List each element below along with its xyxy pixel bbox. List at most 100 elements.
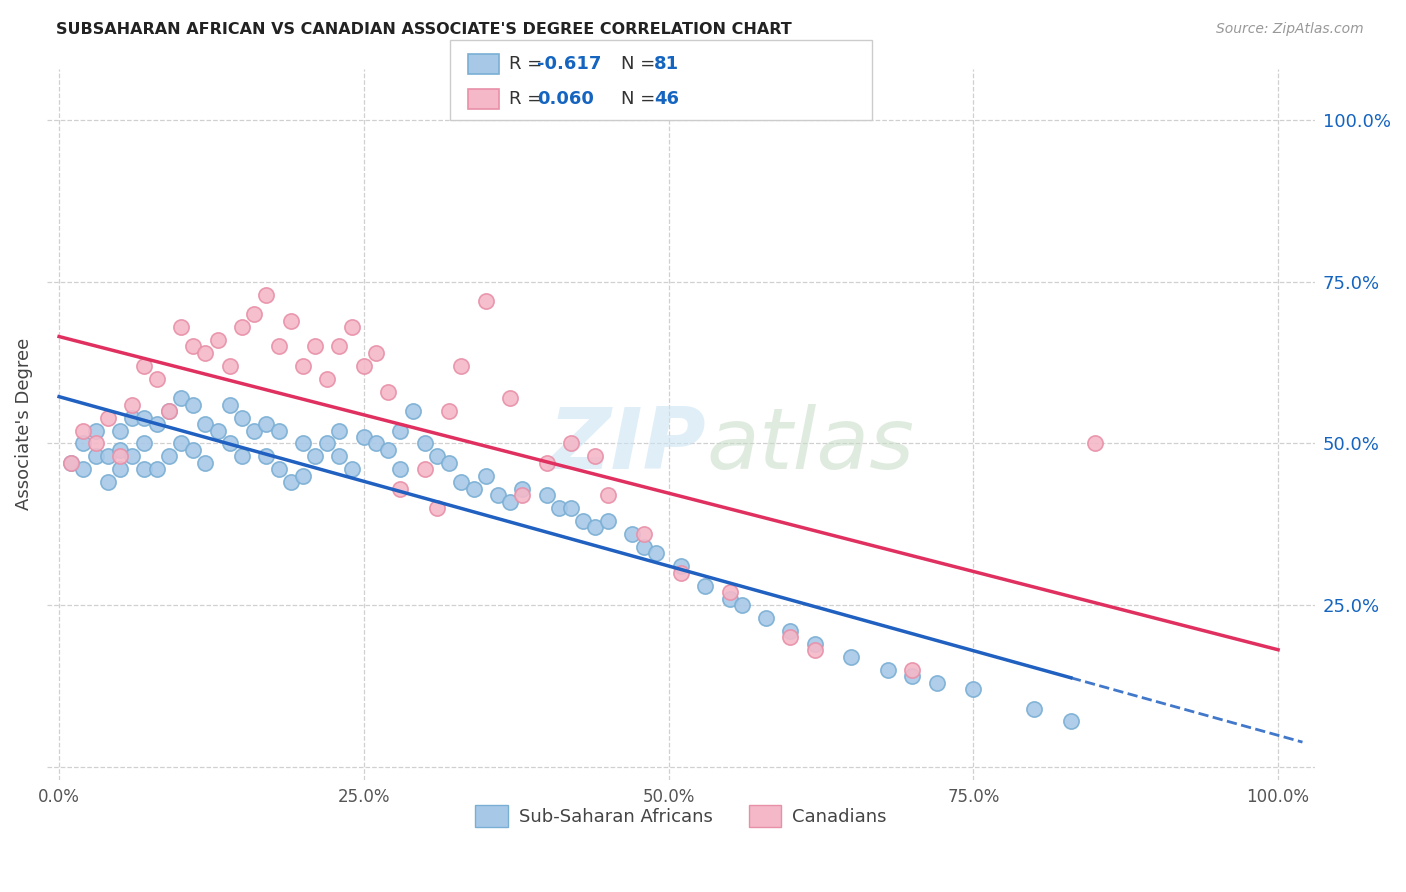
Point	[925, 675, 948, 690]
Point	[841, 649, 863, 664]
Point	[134, 462, 156, 476]
Point	[413, 436, 436, 450]
Point	[108, 424, 131, 438]
Point	[254, 287, 277, 301]
Point	[134, 436, 156, 450]
Point	[962, 682, 984, 697]
Point	[194, 346, 217, 360]
Point	[231, 410, 253, 425]
Point	[377, 384, 399, 399]
Point	[328, 339, 350, 353]
Point	[669, 566, 692, 580]
Point	[486, 488, 509, 502]
Point	[499, 494, 522, 508]
Point	[669, 559, 692, 574]
Point	[499, 391, 522, 405]
Point	[560, 436, 582, 450]
Point	[121, 410, 143, 425]
Point	[340, 320, 363, 334]
Point	[304, 450, 326, 464]
Point	[1060, 714, 1083, 729]
Point	[779, 631, 801, 645]
Text: R =: R =	[509, 90, 548, 108]
Point	[243, 307, 266, 321]
Point	[389, 482, 412, 496]
Point	[157, 404, 180, 418]
Point	[267, 462, 290, 476]
Point	[291, 468, 314, 483]
Point	[108, 450, 131, 464]
Point	[254, 417, 277, 431]
Point	[731, 598, 754, 612]
Point	[901, 663, 924, 677]
Point	[267, 424, 290, 438]
Point	[450, 359, 472, 373]
Point	[72, 424, 94, 438]
Point	[108, 442, 131, 457]
Point	[316, 436, 339, 450]
Point	[510, 482, 533, 496]
Point	[267, 339, 290, 353]
Point	[364, 436, 387, 450]
Point	[291, 436, 314, 450]
Text: R =: R =	[509, 55, 548, 73]
Point	[280, 313, 302, 327]
Point	[377, 442, 399, 457]
Point	[621, 527, 644, 541]
Point	[134, 359, 156, 373]
Point	[413, 462, 436, 476]
Point	[231, 450, 253, 464]
Point	[401, 404, 423, 418]
Point	[1024, 701, 1046, 715]
Point	[389, 462, 412, 476]
Point	[157, 450, 180, 464]
Point	[243, 424, 266, 438]
Point	[328, 450, 350, 464]
Point	[779, 624, 801, 638]
Point	[633, 527, 655, 541]
Point	[207, 424, 229, 438]
Point	[596, 488, 619, 502]
Point	[145, 372, 167, 386]
Text: 0.060: 0.060	[537, 90, 593, 108]
Point	[121, 450, 143, 464]
Text: -0.617: -0.617	[537, 55, 602, 73]
Point	[207, 333, 229, 347]
Point	[291, 359, 314, 373]
Point	[121, 398, 143, 412]
Point	[72, 436, 94, 450]
Point	[536, 456, 558, 470]
Point	[97, 450, 120, 464]
Point	[84, 450, 107, 464]
Point	[474, 294, 496, 309]
Point	[804, 643, 827, 657]
Point	[572, 514, 595, 528]
Point	[316, 372, 339, 386]
Point	[181, 339, 204, 353]
Point	[304, 339, 326, 353]
Point	[181, 442, 204, 457]
Point	[547, 501, 569, 516]
Point	[353, 359, 375, 373]
Text: Source: ZipAtlas.com: Source: ZipAtlas.com	[1216, 22, 1364, 37]
Point	[389, 424, 412, 438]
Point	[901, 669, 924, 683]
Point	[157, 404, 180, 418]
Point	[194, 456, 217, 470]
Point	[170, 320, 193, 334]
Point	[340, 462, 363, 476]
Point	[60, 456, 83, 470]
Point	[84, 436, 107, 450]
Point	[536, 488, 558, 502]
Point	[718, 585, 741, 599]
Legend: Sub-Saharan Africans, Canadians: Sub-Saharan Africans, Canadians	[468, 798, 894, 835]
Point	[181, 398, 204, 412]
Point	[353, 430, 375, 444]
Point	[84, 424, 107, 438]
Point	[145, 462, 167, 476]
Point	[877, 663, 900, 677]
Point	[1084, 436, 1107, 450]
Point	[695, 579, 717, 593]
Point	[231, 320, 253, 334]
Point	[804, 637, 827, 651]
